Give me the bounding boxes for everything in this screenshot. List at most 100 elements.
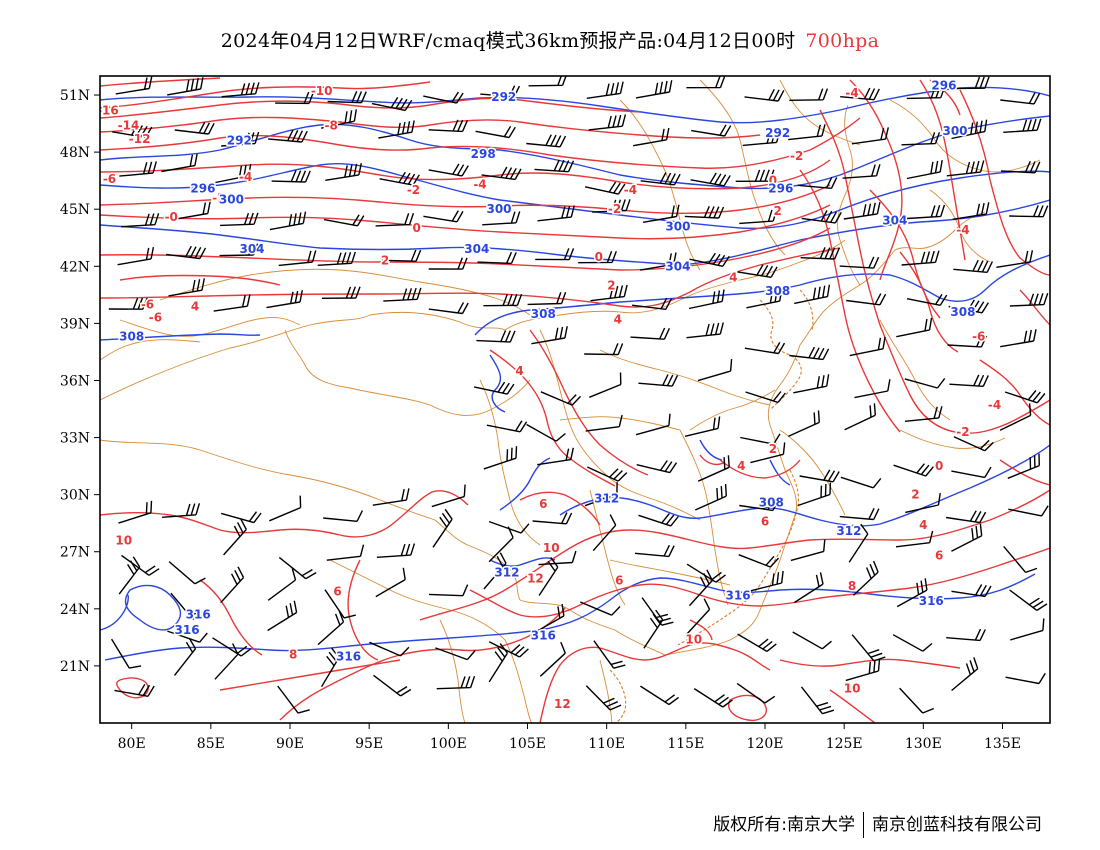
title-text: 2024年04月12日WRF/cmaq模式36km预报产品:04月12日00时 bbox=[220, 30, 796, 52]
wind-barb bbox=[320, 647, 340, 688]
wind-barb bbox=[592, 199, 631, 213]
wind-barb bbox=[538, 556, 559, 596]
y-tick-label: 45N bbox=[60, 202, 90, 218]
east-coastline bbox=[609, 289, 814, 723]
wind-barb bbox=[528, 76, 567, 87]
wind-barb bbox=[213, 294, 251, 312]
wind-barb bbox=[325, 163, 362, 181]
height-label: 316 bbox=[531, 628, 556, 642]
wind-barb bbox=[578, 250, 617, 264]
wind-barb bbox=[588, 114, 627, 131]
wind-barb bbox=[1000, 329, 1037, 348]
wind-barb bbox=[1009, 205, 1049, 218]
wind-barb bbox=[951, 657, 979, 692]
wind-barb bbox=[488, 643, 508, 683]
temperature-label: 4 bbox=[191, 299, 199, 313]
wind-barb bbox=[115, 76, 153, 95]
wind-barb bbox=[1007, 453, 1040, 479]
wind-barb bbox=[480, 85, 521, 98]
temperature-label: 0 bbox=[769, 174, 777, 188]
y-tick-label: 51N bbox=[60, 88, 90, 104]
wind-barb bbox=[794, 572, 824, 604]
temperature-label: 6 bbox=[539, 497, 547, 511]
wind-barb bbox=[423, 91, 464, 104]
wind-barb bbox=[790, 539, 826, 562]
wind-barb bbox=[592, 514, 617, 552]
temperature-label: -2 bbox=[212, 191, 225, 205]
wind-barb bbox=[379, 171, 420, 186]
x-tick-label: 105E bbox=[509, 736, 546, 752]
temperature-label: 8 bbox=[848, 579, 856, 593]
height-label: 304 bbox=[464, 242, 489, 256]
wind-barb bbox=[901, 132, 941, 146]
wind-barb bbox=[269, 211, 307, 231]
wind-barb bbox=[742, 130, 781, 147]
wind-barb bbox=[321, 286, 361, 299]
wind-barb bbox=[950, 76, 990, 90]
height-label: 296 bbox=[190, 181, 215, 195]
wind-barb bbox=[220, 566, 245, 604]
wind-barb bbox=[382, 249, 422, 262]
height-label: 308 bbox=[531, 307, 556, 321]
wind-barb bbox=[375, 212, 415, 227]
wind-barb bbox=[580, 601, 621, 616]
temperature-label: -2 bbox=[407, 183, 420, 197]
wind-barb bbox=[643, 609, 664, 649]
wind-barb bbox=[111, 638, 142, 669]
wind-barb bbox=[486, 420, 528, 433]
wind-barb bbox=[221, 131, 260, 147]
wind-barb bbox=[640, 252, 677, 271]
height-label: 316 bbox=[726, 589, 751, 603]
wind-barb bbox=[371, 97, 413, 112]
wind-barb bbox=[584, 482, 618, 507]
wind-barb bbox=[483, 446, 518, 470]
geopotential-height-contours bbox=[100, 86, 1050, 661]
temperature-label: 2 bbox=[607, 278, 615, 292]
wind-barb bbox=[277, 685, 310, 714]
wind-barb bbox=[584, 343, 624, 356]
map-title: 2024年04月12日WRF/cmaq模式36km预报产品:04月12日00时 7… bbox=[0, 26, 1100, 53]
wind-barb bbox=[323, 214, 365, 227]
temperature-label: -6 bbox=[103, 172, 116, 186]
wind-barb bbox=[168, 278, 205, 297]
wind-barb bbox=[324, 589, 356, 619]
wind-barb bbox=[840, 87, 880, 101]
temperature-label: 12 bbox=[554, 697, 571, 711]
x-tick-label: 95E bbox=[355, 736, 383, 752]
wind-barb bbox=[797, 176, 838, 189]
wind-barb bbox=[642, 204, 680, 223]
wind-barb bbox=[317, 610, 345, 646]
temperature-label: 2 bbox=[773, 204, 781, 218]
temperature-label: 6 bbox=[615, 573, 623, 587]
wind-barb bbox=[539, 641, 566, 677]
wind-barb bbox=[527, 291, 567, 306]
wind-barb bbox=[278, 250, 317, 267]
y-tick-label: 39N bbox=[60, 316, 90, 332]
wind-barb bbox=[369, 641, 410, 657]
wind-barb bbox=[166, 245, 207, 260]
credit-line: 版权所有:南京大学 南京创蓝科技有限公司 bbox=[713, 810, 1042, 838]
wind-barb bbox=[488, 526, 514, 563]
wind-barb bbox=[946, 160, 985, 177]
wind-barb bbox=[537, 205, 575, 222]
wind-barb bbox=[119, 161, 157, 177]
wind-barb bbox=[1009, 292, 1049, 307]
wind-barb bbox=[746, 289, 783, 309]
wind-barb bbox=[635, 80, 673, 99]
wind-barb bbox=[904, 406, 943, 422]
temperature-label: -4 bbox=[956, 223, 969, 237]
wind-barb bbox=[220, 212, 259, 227]
wind-barb bbox=[162, 503, 201, 518]
wind-barb bbox=[893, 463, 934, 477]
wind-barb bbox=[275, 91, 315, 105]
wind-barb bbox=[684, 416, 721, 437]
wind-barb bbox=[906, 86, 946, 100]
wind-barb bbox=[737, 633, 777, 653]
temperature-labels: -16-14-12-10-8-6 -4-4 -4-2-2-2-2-000022244… bbox=[100, 83, 1003, 713]
wind-barb bbox=[744, 342, 786, 355]
height-label: 308 bbox=[765, 284, 790, 298]
temperature-label: -4 bbox=[845, 86, 858, 100]
wind-barb bbox=[695, 484, 727, 511]
wind-barb bbox=[212, 637, 252, 657]
wind-barb bbox=[697, 359, 733, 382]
